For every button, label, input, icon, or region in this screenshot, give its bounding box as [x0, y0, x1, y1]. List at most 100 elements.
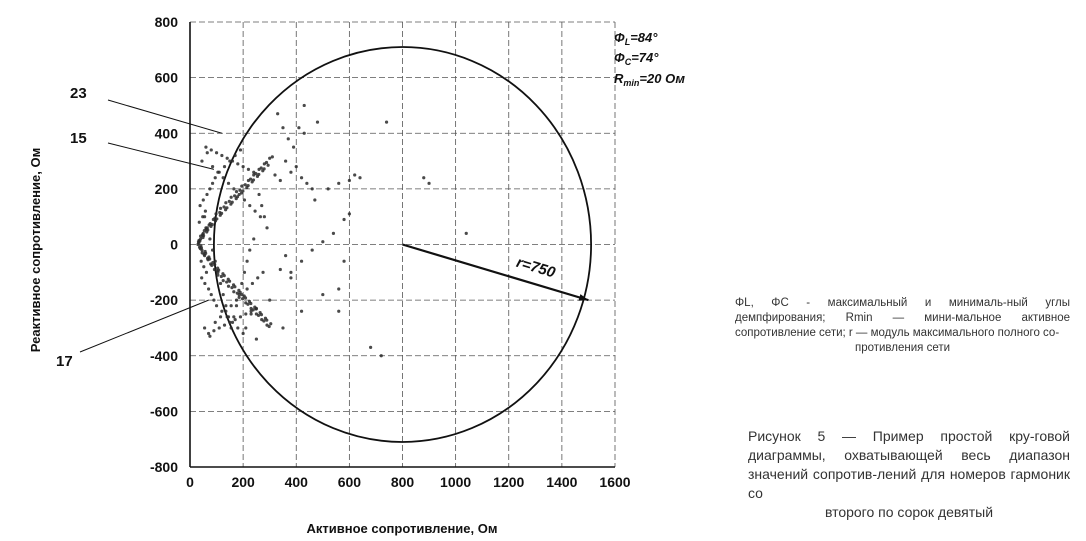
data-point — [379, 354, 383, 358]
data-point — [337, 309, 341, 313]
data-point — [313, 198, 317, 202]
data-point — [337, 181, 341, 185]
data-point — [281, 326, 285, 330]
y-tick-label: 800 — [155, 14, 179, 30]
data-point — [234, 190, 239, 194]
data-point — [291, 145, 296, 149]
data-point — [353, 173, 357, 177]
data-point — [240, 292, 244, 297]
data-point — [264, 160, 269, 165]
data-point — [257, 172, 261, 177]
data-point — [244, 312, 248, 316]
data-point — [224, 201, 228, 205]
data-point — [238, 148, 243, 152]
data-point — [302, 131, 306, 135]
data-point — [259, 166, 263, 170]
data-point — [251, 178, 256, 182]
y-tick-label: 400 — [155, 125, 179, 141]
data-point — [249, 309, 253, 313]
y-tick-label: 200 — [155, 181, 179, 197]
figure-caption: Рисунок 5 — Пример простой кру-говой диа… — [748, 427, 1070, 522]
data-point — [252, 237, 256, 241]
tick-labels: 0 200 400 600 800 1000 1200 1400 1600 -800 -600 -40… — [150, 14, 631, 490]
data-point — [248, 248, 252, 252]
data-point — [270, 155, 274, 159]
data-point — [210, 222, 214, 227]
data-point — [197, 220, 201, 224]
data-point — [225, 206, 229, 210]
boundary-circle-layer: r=750 — [213, 46, 592, 443]
data-point — [268, 298, 272, 302]
data-point — [243, 183, 247, 187]
data-point — [233, 194, 237, 198]
data-point — [265, 318, 269, 322]
data-point — [268, 156, 272, 160]
data-point — [242, 270, 247, 274]
annotation-leader-23 — [107, 99, 223, 134]
data-point — [233, 317, 237, 322]
data-point — [281, 126, 285, 130]
data-point — [206, 287, 211, 291]
data-point — [226, 284, 231, 288]
data-point — [230, 286, 234, 290]
data-point — [250, 281, 255, 286]
data-point — [262, 215, 266, 219]
data-point — [230, 200, 234, 204]
data-point — [342, 217, 346, 222]
data-point — [229, 326, 233, 330]
data-point — [218, 281, 223, 286]
data-point — [218, 206, 223, 210]
data-point — [226, 315, 231, 319]
annotation-label-15: 15 — [70, 130, 87, 147]
data-point — [305, 181, 309, 185]
annotation-label-23: 23 — [70, 85, 87, 102]
axes — [189, 22, 615, 468]
data-point — [347, 178, 351, 183]
data-point — [249, 312, 253, 316]
radius-line — [402, 243, 589, 302]
data-point — [205, 226, 209, 230]
data-point — [210, 181, 215, 185]
x-axis-title: Активное сопротивление, Ом — [307, 521, 498, 536]
data-point — [238, 315, 243, 319]
data-point — [202, 265, 206, 269]
data-point — [289, 170, 293, 174]
data-point — [326, 187, 330, 191]
data-point — [208, 187, 212, 191]
grid — [189, 21, 616, 468]
data-point — [222, 205, 226, 209]
symbols-legend-last-line: противления сети — [854, 342, 951, 354]
y-tick-label: -800 — [150, 459, 178, 475]
data-point — [213, 176, 217, 180]
radius-label: r=750 — [514, 254, 557, 282]
data-point — [260, 203, 264, 208]
data-point — [212, 267, 217, 272]
data-point — [310, 248, 314, 252]
data-point — [284, 159, 288, 163]
annotation-leader-15 — [107, 142, 215, 170]
data-point — [232, 187, 236, 191]
x-tick-label: 1200 — [493, 474, 524, 490]
data-point — [241, 165, 245, 169]
data-point — [201, 198, 205, 202]
data-point — [244, 326, 248, 330]
data-point — [233, 285, 237, 289]
data-point — [422, 176, 426, 180]
param-phi-l: ΦL=84° — [614, 30, 658, 47]
data-point — [242, 198, 247, 202]
data-point — [321, 240, 325, 244]
figure-caption-last-line: второго по сорок девятый — [824, 504, 994, 520]
data-point — [234, 304, 239, 308]
data-point — [245, 287, 249, 291]
annotations: 23 15 17 — [56, 85, 223, 370]
data-point — [212, 329, 216, 333]
data-point — [209, 292, 213, 297]
data-point — [358, 176, 362, 180]
data-point — [237, 292, 241, 297]
data-point — [284, 254, 288, 258]
data-point — [221, 176, 225, 180]
data-point — [203, 215, 207, 219]
param-r-min: Rmin=20 Ом — [614, 71, 685, 88]
data-point — [237, 295, 241, 299]
data-point — [241, 331, 245, 336]
